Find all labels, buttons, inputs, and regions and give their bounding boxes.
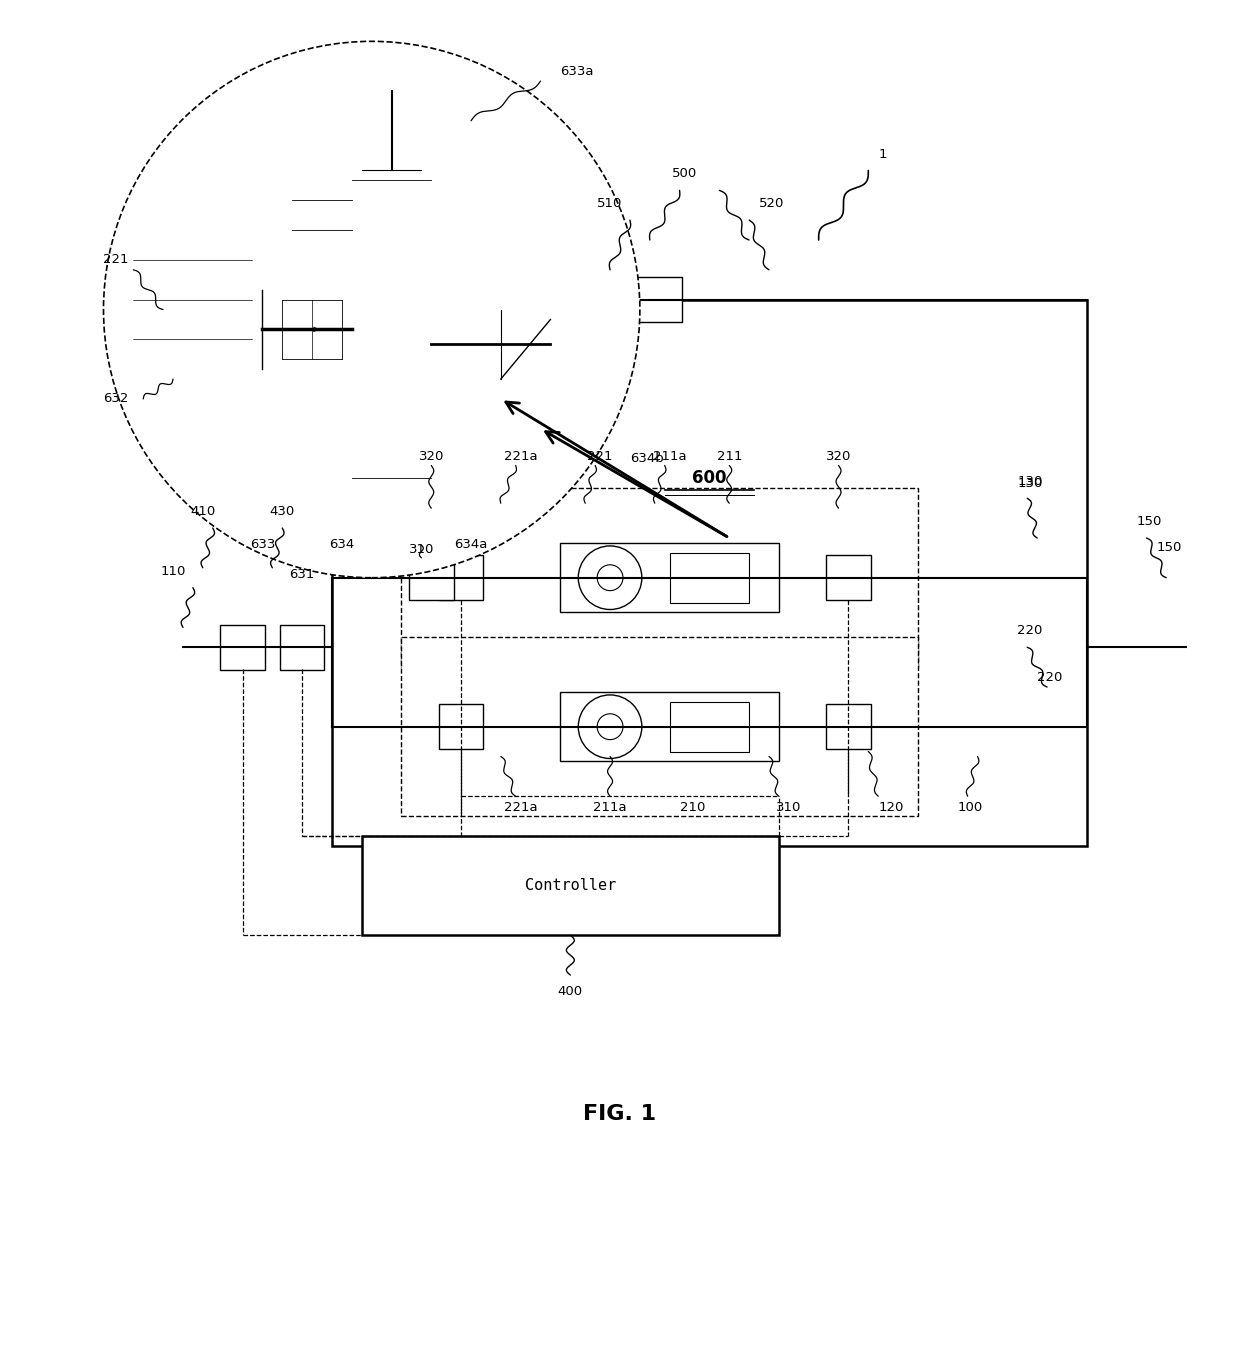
Text: 634: 634 xyxy=(330,539,355,551)
Text: 220: 220 xyxy=(1037,671,1063,684)
Bar xyxy=(432,309,501,379)
Text: 310: 310 xyxy=(409,543,434,556)
Bar xyxy=(293,390,372,469)
Bar xyxy=(637,278,682,323)
Bar xyxy=(280,625,325,670)
Bar xyxy=(511,290,580,390)
Text: 1: 1 xyxy=(878,148,887,160)
Text: 400: 400 xyxy=(558,986,583,998)
Text: 600: 600 xyxy=(692,469,727,488)
Text: 120: 120 xyxy=(878,801,904,815)
Bar xyxy=(402,488,918,667)
Text: 130: 130 xyxy=(1017,476,1043,488)
Text: 221: 221 xyxy=(103,253,129,267)
Circle shape xyxy=(103,41,640,578)
Text: 634a: 634a xyxy=(454,539,487,551)
Bar xyxy=(402,637,918,816)
Text: 210: 210 xyxy=(680,801,706,815)
Bar xyxy=(439,704,484,749)
Text: 211a: 211a xyxy=(593,801,627,815)
Text: 211a: 211a xyxy=(652,451,687,463)
Text: 320: 320 xyxy=(826,451,851,463)
Text: 430: 430 xyxy=(269,506,295,518)
Text: 100: 100 xyxy=(957,801,983,815)
Bar xyxy=(303,399,362,458)
Text: 130: 130 xyxy=(1017,477,1043,489)
Text: 500: 500 xyxy=(672,167,697,180)
Bar xyxy=(133,241,253,379)
Text: 520: 520 xyxy=(759,197,785,211)
Bar xyxy=(221,625,265,670)
Text: 110: 110 xyxy=(160,565,186,578)
Bar xyxy=(273,299,352,360)
Text: 150: 150 xyxy=(1137,515,1162,528)
Bar xyxy=(293,171,352,230)
Text: 631: 631 xyxy=(289,567,315,581)
Text: 633: 633 xyxy=(249,539,275,551)
Bar xyxy=(123,230,263,390)
Text: FIG. 1: FIG. 1 xyxy=(584,1105,656,1124)
Bar xyxy=(560,692,779,761)
Bar xyxy=(362,837,779,935)
Text: 211: 211 xyxy=(717,451,742,463)
Bar xyxy=(439,555,484,600)
Text: 633a: 633a xyxy=(560,64,594,78)
Text: 150: 150 xyxy=(1157,541,1182,555)
Text: 310: 310 xyxy=(776,801,801,815)
Bar xyxy=(409,555,454,600)
Bar xyxy=(560,543,779,612)
Bar xyxy=(826,555,870,600)
Text: Controller: Controller xyxy=(525,878,616,893)
Text: 221: 221 xyxy=(588,451,613,463)
Text: 634b: 634b xyxy=(630,452,663,465)
Text: 410: 410 xyxy=(190,506,216,518)
Text: 221a: 221a xyxy=(503,451,537,463)
Bar xyxy=(521,299,570,379)
Bar xyxy=(332,299,1086,846)
Text: 320: 320 xyxy=(419,451,444,463)
Bar xyxy=(826,704,870,749)
Text: 221a: 221a xyxy=(503,801,537,815)
Bar xyxy=(670,701,749,752)
Bar xyxy=(670,552,749,603)
Text: 220: 220 xyxy=(1017,625,1043,637)
Bar xyxy=(283,160,362,241)
Text: 632: 632 xyxy=(103,392,129,406)
Bar xyxy=(352,171,432,488)
Text: 510: 510 xyxy=(598,197,622,211)
Bar xyxy=(441,320,491,369)
